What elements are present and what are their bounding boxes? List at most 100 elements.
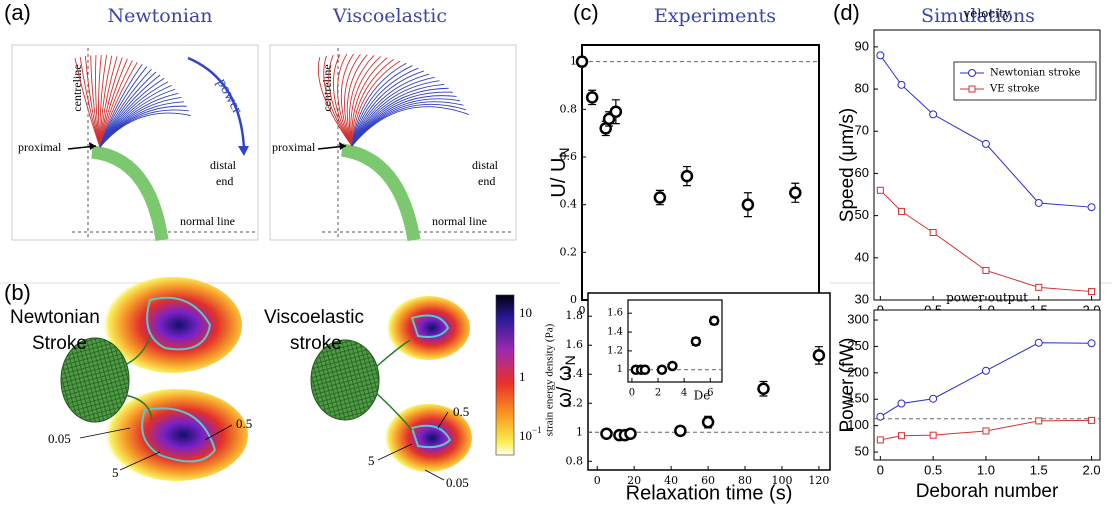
beat-line [351, 73, 430, 147]
energy-blob [104, 389, 248, 481]
x-axis-label: Relaxation time (s) [626, 482, 793, 504]
beat-line [351, 70, 425, 147]
beat-line [348, 55, 375, 147]
beat-line [99, 55, 113, 148]
y-axis-label-text: Speed (μm/s) [837, 108, 858, 222]
panel-label: (a) [4, 0, 31, 25]
cell-surface [91, 145, 169, 241]
x-tick-label: 40 [664, 474, 678, 487]
y-axis-label-text: ω/ ω [554, 365, 576, 407]
data-point [602, 112, 616, 126]
colorbar [495, 294, 515, 456]
y-axis-label-text: U/ U [548, 158, 570, 198]
beat-line [351, 58, 394, 147]
y-tick-label: 50 [855, 207, 869, 222]
label: distal [472, 158, 499, 172]
label: Newtonian [10, 307, 100, 328]
cell-body [310, 339, 380, 421]
contour [141, 407, 217, 463]
illustration-newtonian: centreline proximal distal end normal li… [11, 44, 259, 241]
beat-line [346, 54, 368, 147]
data-point [1088, 288, 1096, 296]
data-point [1087, 339, 1096, 348]
data-point [680, 169, 694, 183]
y-axis-label: ω/ ωN [554, 355, 577, 407]
contour-label: 0.5 [453, 404, 469, 419]
y-tick-label: 0 [570, 293, 577, 306]
data-point [639, 364, 651, 375]
legend-box [953, 61, 1097, 101]
y-tick-label: 1 [576, 425, 583, 438]
label: Stroke [32, 333, 87, 354]
y-tick-label: 90 [855, 38, 869, 53]
chart-title: power output [946, 291, 1028, 305]
data-point [575, 55, 589, 68]
x-tick-label: 0 [629, 388, 635, 399]
y-tick-label: 60 [855, 165, 869, 180]
y-axis-label: U/ UN [548, 147, 571, 197]
label: stroke [290, 333, 342, 354]
data-point [929, 229, 937, 236]
label: power [213, 76, 245, 117]
data-point [656, 364, 668, 375]
panel-label: (b) [4, 280, 31, 305]
beat-line [337, 53, 353, 147]
y-axis-label: Power (fW) [837, 338, 858, 433]
x-tick-label: 20 [627, 474, 641, 487]
data-point [897, 432, 905, 440]
beat-line [351, 65, 413, 147]
data-point [897, 207, 905, 215]
series-line [879, 189, 1092, 293]
label: centreline [320, 64, 334, 111]
label: proximal [18, 140, 62, 154]
x-axis-label: Deborah number [916, 481, 1059, 502]
energy-blob [386, 296, 470, 360]
beat-line [99, 55, 107, 148]
frame [11, 44, 259, 241]
series-line [879, 55, 1092, 208]
data-point [812, 349, 826, 362]
beat-line [340, 53, 354, 147]
leader [79, 411, 449, 481]
beat-line [84, 56, 101, 148]
y-tick-label: 70 [855, 123, 869, 138]
y-tick-label: 0.8 [560, 102, 578, 115]
data-point [929, 110, 938, 119]
colorbar-tick: 10 [519, 428, 532, 443]
y-tick-label: 50 [855, 444, 869, 459]
beat-line [90, 55, 101, 148]
data-point [624, 427, 637, 440]
label: Viscoelastic [264, 307, 364, 328]
x-tick-label: 4 [681, 388, 687, 399]
contour-label: 0.05 [48, 431, 71, 446]
beat-line [332, 54, 353, 147]
data-point [897, 80, 906, 89]
data-point [1034, 198, 1043, 207]
arrow-head [89, 142, 96, 150]
x-tick-label: 1.0 [977, 462, 995, 477]
data-point [929, 431, 937, 439]
y-tick-label: 250 [847, 338, 869, 353]
y-tick-label: 100 [847, 417, 869, 432]
beat-line [351, 57, 388, 147]
data-point [876, 51, 885, 60]
data-point [982, 427, 990, 435]
beat-line [350, 56, 381, 147]
x-tick-label: 0 [594, 474, 601, 487]
label: end [216, 174, 233, 188]
flagellum [124, 334, 153, 421]
legend-label: Newtonian stroke [990, 68, 1080, 79]
energy-blob [102, 277, 242, 373]
y-tick-label: 0.2 [560, 245, 578, 258]
label: distal [210, 158, 237, 172]
label: normal line [180, 214, 235, 228]
y-axis-label: Speed (μm/s) [837, 108, 858, 222]
beat-line [351, 80, 440, 147]
x-tick-label: 60 [701, 474, 715, 487]
label: proximal [272, 140, 316, 154]
y-tick-label: 1.4 [566, 367, 584, 380]
y-tick-label: 0.6 [560, 150, 578, 163]
power-arrow [187, 56, 246, 149]
beat-line [79, 56, 101, 148]
